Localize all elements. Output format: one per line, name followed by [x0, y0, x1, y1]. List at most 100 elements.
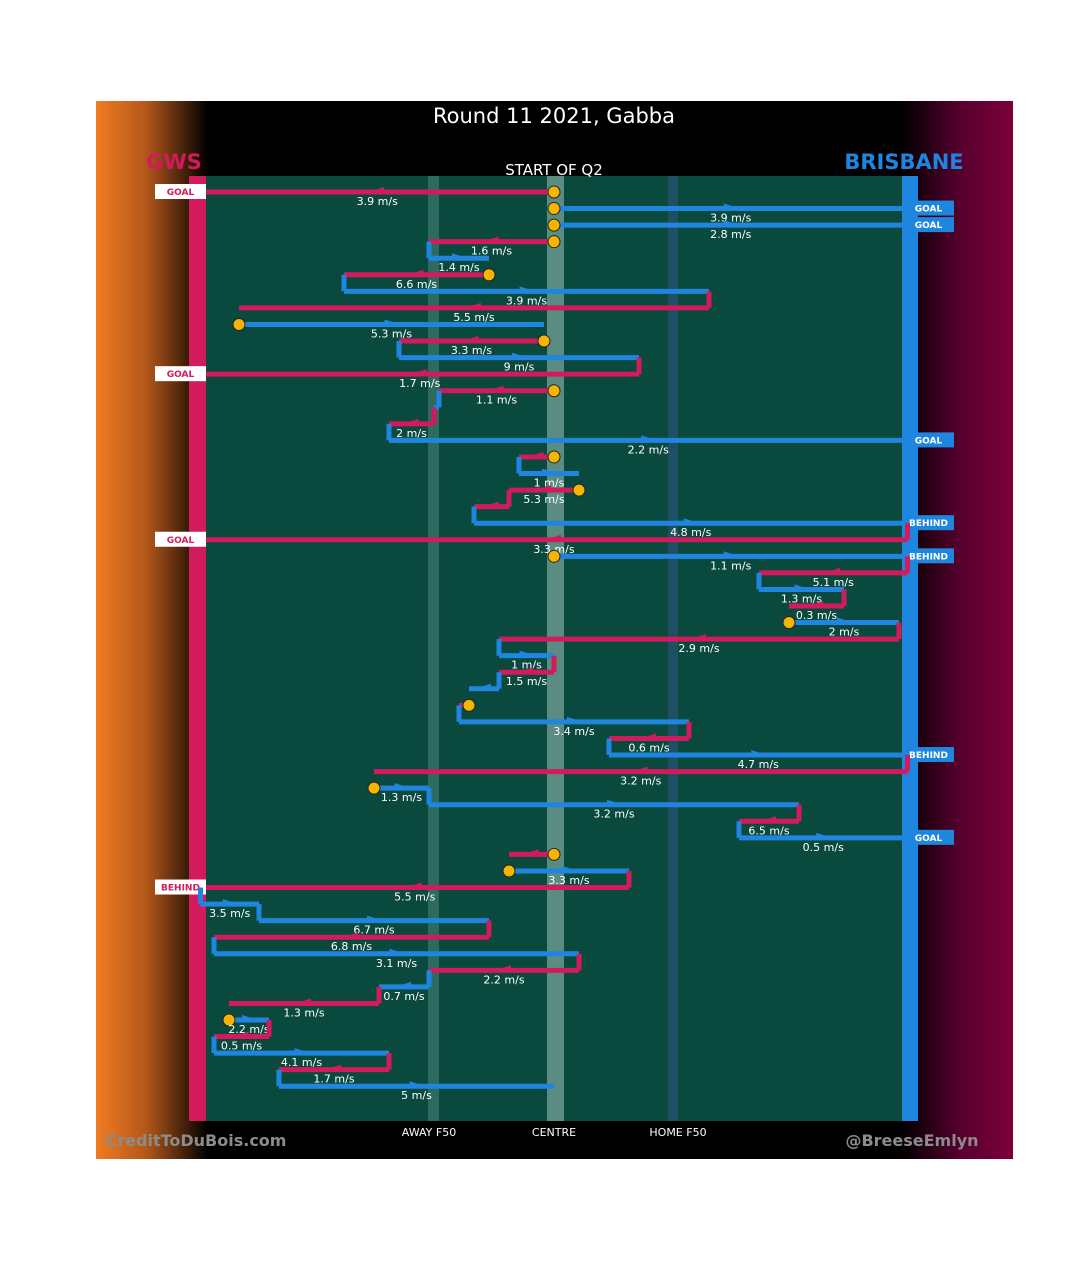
speed-label: 3.9 m/s — [506, 294, 547, 307]
speed-label: 0.6 m/s — [628, 741, 669, 754]
direction-arrow — [410, 369, 427, 376]
speed-label: 5.3 m/s — [523, 493, 564, 506]
outcome-label: GOAL — [167, 370, 195, 380]
direction-arrow — [760, 816, 776, 823]
direction-arrow — [631, 766, 648, 773]
speed-label: 3.3 m/s — [533, 543, 574, 556]
speed-label: 2.8 m/s — [710, 228, 751, 241]
possession-start-marker — [547, 450, 561, 464]
period-label: START OF Q2 — [505, 161, 603, 179]
speed-label: 3.3 m/s — [451, 344, 492, 357]
speed-label: 9 m/s — [504, 361, 535, 374]
direction-arrow — [222, 899, 239, 906]
speed-label: 6.7 m/s — [353, 924, 394, 937]
outcome-badge — [903, 548, 954, 564]
direction-arrow — [402, 418, 419, 425]
outcome-badge — [903, 747, 954, 763]
speed-label: 1.4 m/s — [438, 261, 479, 274]
tick-away-f50: AWAY F50 — [402, 1126, 456, 1139]
direction-arrow — [545, 534, 561, 541]
direction-arrow — [495, 965, 511, 972]
speed-label: 5.5 m/s — [394, 891, 435, 904]
direction-arrow — [527, 451, 544, 458]
direction-arrow — [405, 882, 422, 889]
direction-arrow — [232, 1031, 249, 1038]
direction-arrow — [389, 948, 406, 955]
possession-start-marker — [572, 483, 586, 497]
possession-start-marker — [782, 616, 796, 630]
speed-label: 1.1 m/s — [710, 559, 751, 572]
possession-start-marker — [547, 384, 561, 398]
direction-arrow — [640, 733, 656, 740]
direction-arrow — [519, 286, 536, 293]
direction-arrow — [342, 932, 359, 939]
direction-arrow — [519, 650, 536, 657]
credit-left: CreditToDuBois.com — [106, 1131, 287, 1150]
direction-arrow — [384, 319, 401, 326]
speed-label: 3.9 m/s — [357, 195, 398, 208]
direction-arrow — [482, 501, 499, 508]
speed-label: 5.1 m/s — [813, 576, 854, 589]
direction-arrow — [482, 236, 499, 243]
speed-label: 1.7 m/s — [399, 377, 440, 390]
outcome-badge — [903, 200, 954, 216]
direction-arrow — [535, 485, 551, 492]
speed-label: 1 m/s — [534, 477, 565, 490]
possession-start-marker — [547, 185, 561, 199]
direction-arrow — [409, 1081, 426, 1088]
away-f50-band — [428, 176, 439, 1121]
speed-label: 4.7 m/s — [738, 758, 779, 771]
direction-arrow — [294, 1048, 311, 1055]
speed-label: 5.5 m/s — [453, 311, 494, 324]
outcome-badge — [903, 515, 954, 531]
direction-arrow — [462, 336, 479, 343]
outcome-badge — [155, 879, 206, 895]
speed-label: 2 m/s — [396, 427, 427, 440]
direction-arrow — [683, 518, 700, 525]
outcome-badge — [155, 531, 206, 547]
outcome-label: GOAL — [915, 834, 943, 844]
speed-label: 3.1 m/s — [376, 957, 417, 970]
outcome-label: GOAL — [167, 536, 195, 546]
gws-goal-line — [189, 176, 206, 1121]
speed-label: 3.2 m/s — [620, 775, 661, 788]
possession-start-marker — [547, 549, 561, 563]
outcome-badge — [903, 432, 954, 448]
speed-label: 2.2 m/s — [483, 973, 524, 986]
possession-start-marker — [547, 202, 561, 216]
possession-chart: Round 11 2021, Gabba GWS BRISBANE START … — [96, 101, 1013, 1159]
chart-frame: Round 11 2021, Gabba GWS BRISBANE START … — [96, 101, 1013, 1159]
direction-arrow — [542, 468, 558, 475]
direction-arrow — [242, 1015, 258, 1021]
speed-label: 5 m/s — [401, 1089, 432, 1102]
direction-arrow — [475, 683, 491, 690]
direction-arrow — [395, 981, 411, 988]
possession-start-marker — [482, 268, 496, 282]
speed-label: 3.2 m/s — [593, 808, 634, 821]
outcome-badge — [903, 217, 954, 233]
direction-arrow — [641, 435, 658, 442]
speed-label: 4.8 m/s — [670, 526, 711, 539]
outcome-label: GOAL — [915, 205, 943, 215]
possession-start-marker — [462, 698, 476, 712]
speed-label: 1.1 m/s — [476, 394, 517, 407]
speed-label: 1.3 m/s — [781, 592, 822, 605]
possession-start-marker — [547, 235, 561, 249]
speed-label: 2.2 m/s — [628, 443, 669, 456]
speed-label: 0.5 m/s — [803, 841, 844, 854]
possession-start-marker — [502, 864, 516, 878]
speed-label: 6.5 m/s — [748, 824, 789, 837]
centre-band — [547, 176, 564, 1121]
outcome-label: GOAL — [915, 436, 943, 446]
possession-start-marker — [547, 847, 561, 861]
speed-label: 6.8 m/s — [331, 940, 372, 953]
speed-label: 0.3 m/s — [796, 609, 837, 622]
direction-arrow — [522, 849, 539, 856]
speed-label: 1.3 m/s — [283, 1006, 324, 1019]
direction-arrow — [723, 220, 740, 227]
outcome-label: GOAL — [915, 221, 943, 231]
outcome-label: BEHIND — [909, 751, 948, 761]
direction-arrow — [325, 1064, 341, 1071]
direction-arrow — [452, 253, 468, 260]
direction-arrow — [487, 385, 504, 392]
